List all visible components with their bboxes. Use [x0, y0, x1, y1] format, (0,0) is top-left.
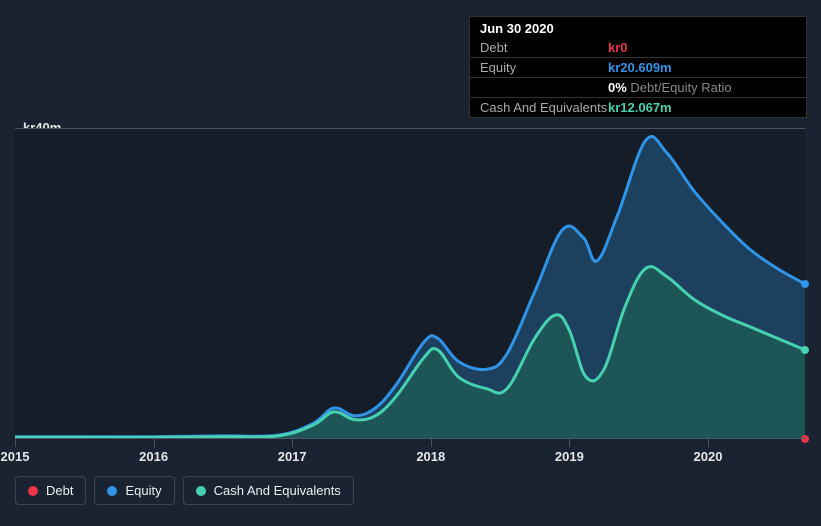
legend-item-cash-and-equivalents[interactable]: Cash And Equivalents: [183, 476, 354, 505]
x-tick: [292, 439, 294, 447]
x-tick: [154, 439, 156, 447]
tooltip-date: Jun 30 2020: [470, 17, 806, 38]
tooltip-value: kr20.609m: [608, 60, 796, 75]
x-tick: [15, 439, 17, 447]
tooltip-row: Cash And Equivalentskr12.067m: [470, 98, 806, 117]
legend-dot-icon: [196, 486, 206, 496]
chart-tooltip: Jun 30 2020 Debtkr0Equitykr20.609m0% Deb…: [469, 16, 807, 118]
tooltip-key: Equity: [480, 60, 608, 75]
chart-container: Jun 30 2020 Debtkr0Equitykr20.609m0% Deb…: [0, 0, 821, 526]
tooltip-row: 0% Debt/Equity Ratio: [470, 78, 806, 98]
legend-item-debt[interactable]: Debt: [15, 476, 86, 505]
end-marker: [801, 346, 809, 354]
legend-label: Equity: [125, 483, 161, 498]
x-tick: [708, 439, 710, 447]
chart-plot-area[interactable]: [15, 128, 805, 439]
x-tick: [431, 439, 433, 447]
tooltip-key: Debt: [480, 40, 608, 55]
x-tick-label: 2020: [694, 449, 723, 464]
legend-item-equity[interactable]: Equity: [94, 476, 174, 505]
tooltip-value: 0% Debt/Equity Ratio: [608, 80, 796, 95]
legend-label: Debt: [46, 483, 73, 498]
tooltip-row: Equitykr20.609m: [470, 58, 806, 78]
chart-svg: [15, 129, 805, 439]
tooltip-suffix: Debt/Equity Ratio: [627, 80, 732, 95]
x-tick-label: 2016: [139, 449, 168, 464]
legend-label: Cash And Equivalents: [214, 483, 341, 498]
end-marker: [801, 280, 809, 288]
x-tick-label: 2017: [278, 449, 307, 464]
legend: Debt Equity Cash And Equivalents: [15, 476, 354, 505]
tooltip-key: Cash And Equivalents: [480, 100, 608, 115]
x-tick-label: 2018: [416, 449, 445, 464]
x-tick-label: 2019: [555, 449, 584, 464]
x-tick: [569, 439, 571, 447]
x-tick-label: 2015: [1, 449, 30, 464]
legend-dot-icon: [107, 486, 117, 496]
tooltip-value: kr12.067m: [608, 100, 796, 115]
x-axis: 201520162017201820192020: [15, 438, 805, 469]
tooltip-row: Debtkr0: [470, 38, 806, 58]
legend-dot-icon: [28, 486, 38, 496]
tooltip-key: [480, 80, 608, 95]
tooltip-value: kr0: [608, 40, 796, 55]
